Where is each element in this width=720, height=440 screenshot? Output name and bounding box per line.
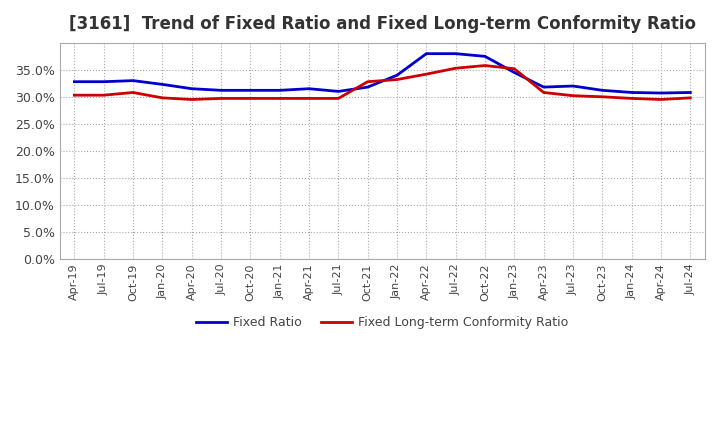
Fixed Long-term Conformity Ratio <box>246 96 255 101</box>
Fixed Ratio <box>451 51 460 56</box>
Fixed Ratio <box>627 90 636 95</box>
Fixed Long-term Conformity Ratio <box>569 93 577 99</box>
Fixed Ratio <box>481 54 490 59</box>
Fixed Long-term Conformity Ratio <box>686 95 695 100</box>
Fixed Ratio <box>129 78 138 83</box>
Fixed Long-term Conformity Ratio <box>451 66 460 71</box>
Fixed Ratio <box>246 88 255 93</box>
Fixed Long-term Conformity Ratio <box>657 97 665 102</box>
Fixed Long-term Conformity Ratio <box>187 97 196 102</box>
Fixed Long-term Conformity Ratio <box>99 92 108 98</box>
Fixed Ratio <box>275 88 284 93</box>
Fixed Ratio <box>598 88 607 93</box>
Fixed Ratio <box>217 88 225 93</box>
Line: Fixed Long-term Conformity Ratio: Fixed Long-term Conformity Ratio <box>74 66 690 99</box>
Fixed Long-term Conformity Ratio <box>305 96 313 101</box>
Fixed Long-term Conformity Ratio <box>217 96 225 101</box>
Fixed Long-term Conformity Ratio <box>364 79 372 84</box>
Fixed Ratio <box>305 86 313 92</box>
Fixed Ratio <box>334 89 343 94</box>
Fixed Ratio <box>657 90 665 95</box>
Fixed Long-term Conformity Ratio <box>70 92 78 98</box>
Fixed Ratio <box>364 84 372 90</box>
Fixed Ratio <box>99 79 108 84</box>
Fixed Long-term Conformity Ratio <box>510 66 518 71</box>
Fixed Ratio <box>422 51 431 56</box>
Fixed Long-term Conformity Ratio <box>422 72 431 77</box>
Fixed Ratio <box>392 73 401 78</box>
Fixed Long-term Conformity Ratio <box>627 96 636 101</box>
Fixed Ratio <box>187 86 196 92</box>
Fixed Long-term Conformity Ratio <box>129 90 138 95</box>
Legend: Fixed Ratio, Fixed Long-term Conformity Ratio: Fixed Ratio, Fixed Long-term Conformity … <box>191 311 574 334</box>
Fixed Ratio <box>70 79 78 84</box>
Fixed Long-term Conformity Ratio <box>392 77 401 82</box>
Fixed Ratio <box>569 83 577 88</box>
Fixed Ratio <box>539 84 548 90</box>
Fixed Ratio <box>686 90 695 95</box>
Fixed Long-term Conformity Ratio <box>334 96 343 101</box>
Fixed Long-term Conformity Ratio <box>158 95 167 100</box>
Fixed Long-term Conformity Ratio <box>481 63 490 68</box>
Fixed Long-term Conformity Ratio <box>275 96 284 101</box>
Fixed Long-term Conformity Ratio <box>598 94 607 99</box>
Fixed Ratio <box>158 82 167 87</box>
Fixed Long-term Conformity Ratio <box>539 90 548 95</box>
Title: [3161]  Trend of Fixed Ratio and Fixed Long-term Conformity Ratio: [3161] Trend of Fixed Ratio and Fixed Lo… <box>69 15 696 33</box>
Line: Fixed Ratio: Fixed Ratio <box>74 54 690 93</box>
Fixed Ratio <box>510 70 518 75</box>
